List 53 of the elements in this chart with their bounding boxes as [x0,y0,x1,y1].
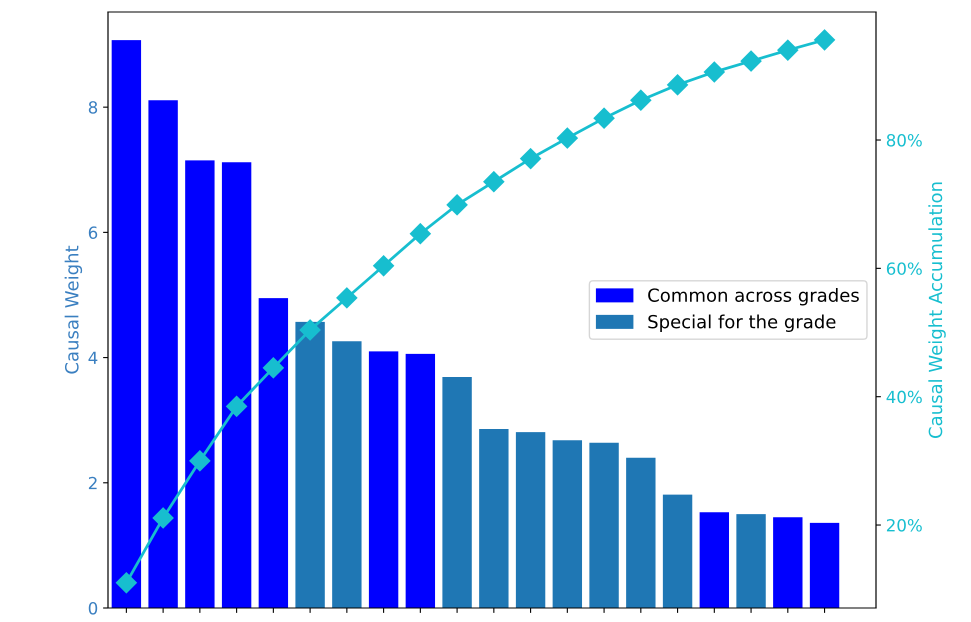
point [189,450,210,472]
bar [810,522,840,608]
y2-tick-label: 60% [886,262,922,275]
point [226,396,248,417]
y-tick-label: 0 [88,602,98,615]
bar [700,512,730,608]
legend-label: Common across grades [648,288,859,306]
y2-axis-title: Causal Weight Accumulation [928,182,946,438]
point [704,61,725,83]
point [777,40,798,61]
bar [368,351,398,608]
bar [516,432,546,608]
point [814,29,836,50]
bar [662,494,692,608]
bar [773,517,803,608]
point [410,223,431,244]
y2-tick-label: 20% [886,518,922,532]
point [556,128,578,149]
point [630,90,652,111]
bar [552,440,582,608]
bar [112,40,142,608]
bar [736,514,766,608]
y-tick-label: 4 [88,352,98,364]
point [336,287,358,308]
point [667,74,688,96]
y2-tick-label: 40% [886,390,922,404]
point [483,171,504,192]
bar [148,100,178,608]
bar [626,458,656,608]
point [446,194,468,216]
bar [406,354,436,608]
legend-label: Special for the grade [648,314,836,332]
bar [479,428,509,608]
point [152,507,174,528]
y-axis-title: Causal Weight [64,246,82,374]
point [594,108,615,129]
bar [332,341,362,608]
bar [258,298,288,608]
bar [442,376,472,608]
bar [589,442,619,608]
y2-tick-label: 80% [886,134,922,147]
y-tick-label: 2 [88,476,97,490]
bar [185,160,215,608]
point [520,148,542,170]
y-tick-label: 6 [88,226,98,239]
point [300,319,321,340]
point [262,357,284,378]
point [373,255,394,276]
bar [222,162,252,608]
y-tick-label: 8 [88,101,98,114]
point [116,572,137,594]
point [740,50,762,72]
bar [295,322,325,608]
